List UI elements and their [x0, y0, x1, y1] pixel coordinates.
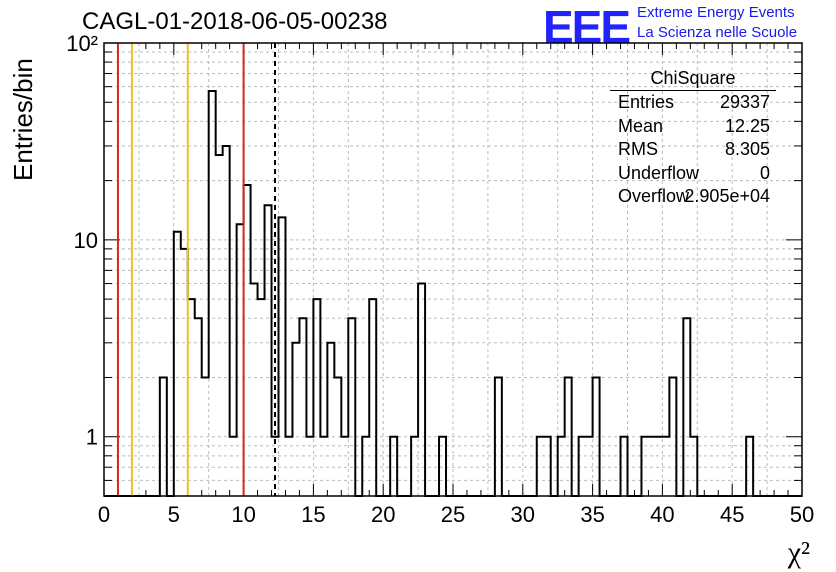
stats-value: 12.25 [724, 115, 770, 136]
stats-label: Entries [618, 92, 675, 112]
x-tick-label: 40 [650, 502, 674, 527]
x-tick-label: 50 [790, 502, 814, 527]
stats-label: Overflow [618, 186, 690, 206]
stats-label: RMS [618, 139, 658, 159]
stats-value: 8.305 [724, 139, 770, 159]
x-tick-label: 35 [580, 502, 604, 527]
x-tick-label: 5 [168, 502, 180, 527]
stats-title: ChiSquare [650, 68, 736, 88]
y-tick-label: 10 [74, 228, 98, 253]
x-tick-label: 25 [441, 502, 465, 527]
stats-label: Mean [618, 115, 664, 136]
y-tick-label: 10² [66, 31, 98, 56]
stats-label: Underflow [618, 162, 700, 183]
x-tick-label: 45 [720, 502, 744, 527]
x-tick-label: 20 [371, 502, 395, 527]
x-tick-label: 30 [511, 502, 535, 527]
logo-text-line-1: Extreme Energy Events [637, 4, 795, 21]
y-tick-label: 1 [86, 425, 98, 450]
histogram-line [104, 90, 802, 497]
plot-frame [103, 42, 803, 497]
x-tick-label: 0 [98, 502, 110, 527]
stats-value: 0 [759, 162, 770, 183]
x-tick-label: 15 [301, 502, 325, 527]
x-axis-label: χ² [787, 536, 810, 569]
chart-title: CAGL-01-2018-06-05-00238 [82, 8, 388, 35]
stats-value: 29337 [719, 92, 770, 112]
stats-value: 2.905e+04 [684, 186, 770, 206]
logo-text-line-2: La Scienza nelle Scuole [637, 24, 798, 41]
stats-divider [610, 90, 776, 91]
x-tick-label: 10 [231, 502, 255, 527]
